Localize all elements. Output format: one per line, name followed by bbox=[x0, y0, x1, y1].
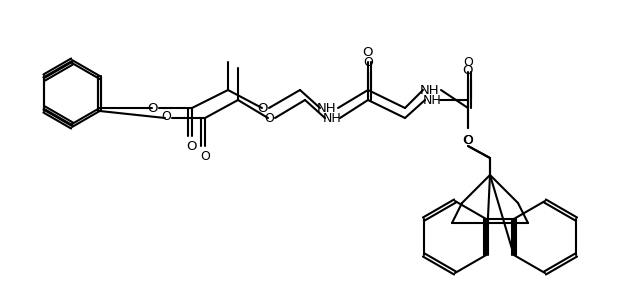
Text: O: O bbox=[463, 134, 473, 147]
Text: O: O bbox=[264, 111, 274, 125]
Text: NH: NH bbox=[423, 94, 442, 107]
Text: O: O bbox=[363, 45, 373, 58]
Text: O: O bbox=[200, 150, 210, 163]
Text: O: O bbox=[463, 64, 473, 76]
Text: NH: NH bbox=[323, 111, 342, 125]
Text: O: O bbox=[463, 55, 473, 69]
Text: O: O bbox=[258, 101, 268, 114]
Text: O: O bbox=[148, 101, 159, 114]
Text: NH: NH bbox=[317, 101, 337, 114]
Text: NH: NH bbox=[420, 83, 440, 97]
Text: O: O bbox=[187, 139, 198, 153]
Text: O: O bbox=[463, 134, 473, 147]
Text: O: O bbox=[161, 110, 171, 123]
Text: O: O bbox=[363, 55, 373, 69]
